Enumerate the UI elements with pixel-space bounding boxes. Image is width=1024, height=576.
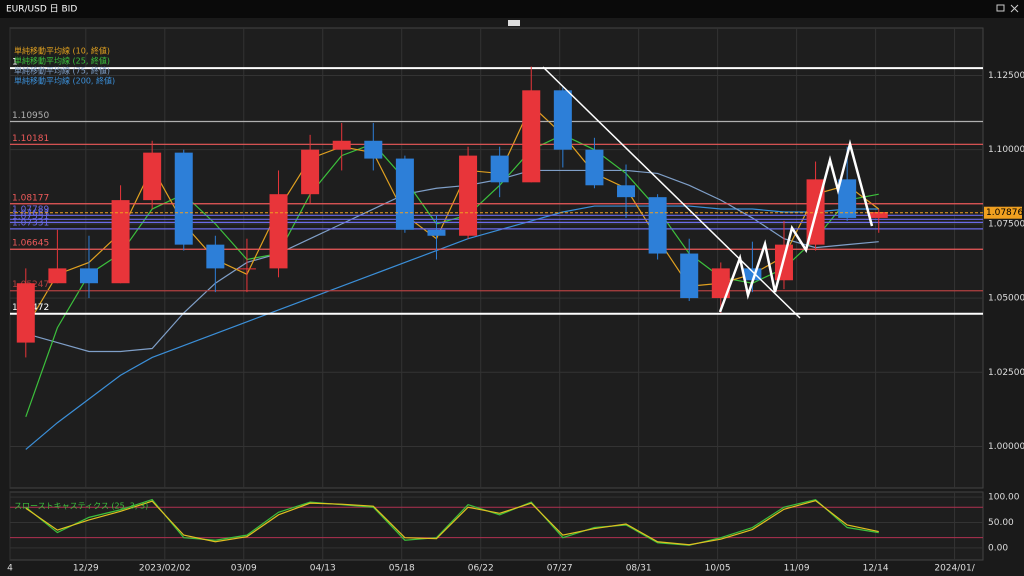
candle-body: [711, 268, 730, 299]
trend-annotations: [542, 66, 874, 319]
candle-body: [522, 90, 541, 183]
level-label: 1.07789: [12, 205, 49, 215]
candle-body: [206, 244, 225, 269]
x-tick-label: 12/29: [73, 564, 99, 574]
candle-body: [680, 253, 699, 299]
candle-body: [301, 149, 320, 195]
stoch-plot: [9, 491, 984, 561]
candle-body: [364, 140, 383, 159]
legend-entry: 単純移動平均線 (75, 終値): [14, 66, 110, 76]
candle-body: [553, 90, 572, 150]
main-plot: [9, 27, 984, 489]
y-tick-label: 1.02500: [988, 368, 1024, 378]
x-tick-label: 2024/01/: [934, 564, 975, 574]
stoch-line: [25, 499, 879, 546]
trend-line: [542, 66, 801, 319]
candle-body: [237, 268, 256, 270]
candle-body: [743, 268, 762, 281]
collapse-tab[interactable]: [508, 20, 520, 26]
x-tick-label: 12/14: [863, 564, 889, 574]
x-tick-label: 2023/02/02: [139, 564, 191, 574]
x-tick-label: 06/22: [468, 564, 494, 574]
window-title: EUR/USD 日 BID: [6, 4, 77, 15]
candle-body: [332, 140, 351, 150]
y-tick-label: 1.05000: [988, 294, 1024, 304]
level-label: 1: [12, 58, 18, 68]
level-label: 1.07653: [12, 209, 49, 219]
candle-body: [585, 149, 604, 186]
candle-body: [48, 268, 67, 284]
candle-body: [111, 200, 130, 284]
close-button[interactable]: [1010, 4, 1019, 13]
x-tick-label: 07/27: [547, 564, 573, 574]
y-tick-label: 1.00000: [988, 442, 1024, 452]
moving-average: [25, 169, 879, 353]
y-tick-label: 50.00: [988, 518, 1014, 528]
candle-body: [16, 283, 35, 343]
x-tick-label: 05/18: [389, 564, 415, 574]
candle-body: [269, 194, 288, 269]
level-label: 1.06645: [12, 239, 49, 249]
level-label: 1.08177: [12, 193, 49, 203]
title-bar: [0, 0, 1024, 18]
y-tick-label: 1.07500: [988, 219, 1024, 229]
x-tick-label: 4: [7, 564, 13, 574]
candle-body: [79, 268, 98, 284]
candle-body: [648, 197, 667, 254]
level-label: 1.07551: [12, 212, 49, 222]
moving-average: [25, 104, 880, 329]
y-tick-label: 0.00: [988, 543, 1008, 553]
candle-body: [490, 155, 509, 183]
y-tick-label: 1.12500: [988, 71, 1024, 81]
level-label: 1.07331: [12, 218, 49, 228]
level-label: 1.10950: [12, 111, 49, 121]
window-buttons[interactable]: [996, 4, 1019, 13]
legend-entry: 単純移動平均線 (25, 終値): [14, 56, 110, 66]
maximize-button[interactable]: [996, 4, 1005, 12]
candle-body: [395, 158, 414, 230]
y-tick-label: 1.10000: [988, 145, 1024, 155]
zigzag: [718, 139, 874, 313]
x-tick-label: 08/31: [626, 564, 652, 574]
level-label: 1.10181: [12, 134, 49, 144]
legend-entry: スローストキャスティクス (25, 3, 3): [14, 502, 148, 511]
candle-body: [838, 179, 857, 218]
candle-body: [459, 155, 478, 236]
last-price-label: 1.07876: [986, 208, 1023, 218]
candle-body: [143, 152, 162, 201]
x-tick-label: 11/09: [784, 564, 810, 574]
candle-body: [427, 229, 446, 236]
legend-entry: 単純移動平均線 (200, 終値): [14, 76, 115, 86]
y-tick-label: 100.00: [988, 493, 1020, 503]
x-tick-label: 03/09: [231, 564, 257, 574]
x-tick-label: 04/13: [310, 564, 336, 574]
candle-body: [617, 185, 636, 198]
x-tick-label: 10/05: [705, 564, 731, 574]
last-price-box: [984, 206, 1022, 219]
candle-body: [174, 152, 193, 245]
legend-entry: 単純移動平均線 (10, 終値): [14, 46, 110, 56]
candle-body: [869, 212, 888, 218]
